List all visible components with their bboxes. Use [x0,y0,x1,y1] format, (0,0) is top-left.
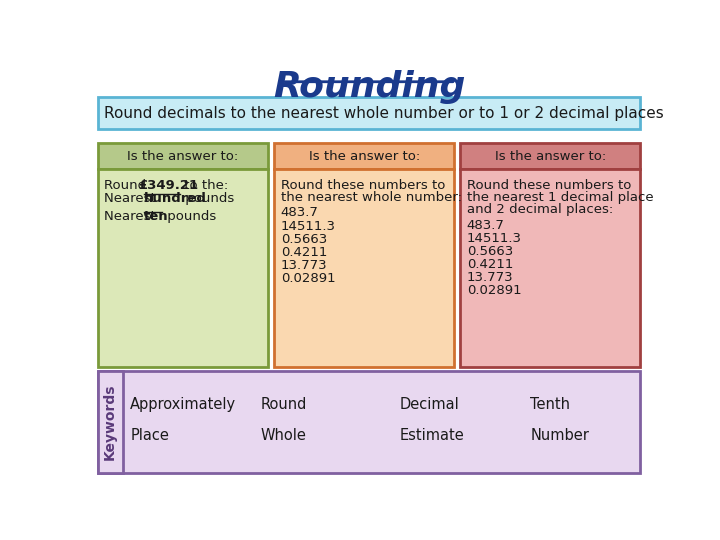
Text: 14511.3: 14511.3 [467,232,522,245]
Text: Round these numbers to: Round these numbers to [281,179,445,192]
Text: 13.773: 13.773 [467,271,513,284]
Text: Round decimals to the nearest whole number or to 1 or 2 decimal places: Round decimals to the nearest whole numb… [104,106,664,121]
Text: Number: Number [530,428,589,443]
Text: hundred: hundred [144,192,207,205]
Text: 483.7: 483.7 [467,219,505,232]
Text: Is the answer to:: Is the answer to: [309,150,420,163]
Text: pounds: pounds [163,210,216,222]
FancyBboxPatch shape [98,168,269,367]
FancyBboxPatch shape [98,143,269,168]
Text: the nearest 1 decimal place: the nearest 1 decimal place [467,191,653,204]
Text: ten: ten [144,210,169,222]
Text: Is the answer to:: Is the answer to: [495,150,606,163]
Text: Place: Place [130,428,169,443]
Text: Estimate: Estimate [400,428,464,443]
Text: 0.4211: 0.4211 [467,258,513,271]
FancyBboxPatch shape [274,168,454,367]
Text: Decimal: Decimal [400,397,460,413]
FancyBboxPatch shape [274,143,454,168]
Text: and 2 decimal places:: and 2 decimal places: [467,204,613,217]
Text: pounds: pounds [181,192,234,205]
Text: Tenth: Tenth [530,397,570,413]
Text: to the:: to the: [180,179,228,192]
Text: 0.02891: 0.02891 [467,284,521,297]
Text: 0.4211: 0.4211 [281,246,327,259]
Text: £349.21: £349.21 [138,179,198,192]
Text: the nearest whole number:: the nearest whole number: [281,191,462,204]
Text: 0.5663: 0.5663 [467,245,513,258]
Text: 0.02891: 0.02891 [281,272,336,285]
FancyBboxPatch shape [98,97,640,130]
Text: Rounding: Rounding [273,70,465,104]
Text: Nearest: Nearest [104,192,160,205]
Text: Keywords: Keywords [103,384,117,460]
Text: Round these numbers to: Round these numbers to [467,179,631,192]
Text: 0.5663: 0.5663 [281,233,327,246]
Text: Whole: Whole [261,428,307,443]
FancyBboxPatch shape [461,168,640,367]
Text: Round: Round [261,397,307,413]
Text: Is the answer to:: Is the answer to: [127,150,238,163]
Text: Nearest: Nearest [104,210,160,222]
Text: 13.773: 13.773 [281,259,328,272]
Text: Approximately: Approximately [130,397,236,413]
FancyBboxPatch shape [98,372,640,473]
Text: 14511.3: 14511.3 [281,220,336,233]
Text: 483.7: 483.7 [281,206,318,219]
FancyBboxPatch shape [461,143,640,168]
FancyBboxPatch shape [98,372,122,473]
Text: Round: Round [104,179,150,192]
